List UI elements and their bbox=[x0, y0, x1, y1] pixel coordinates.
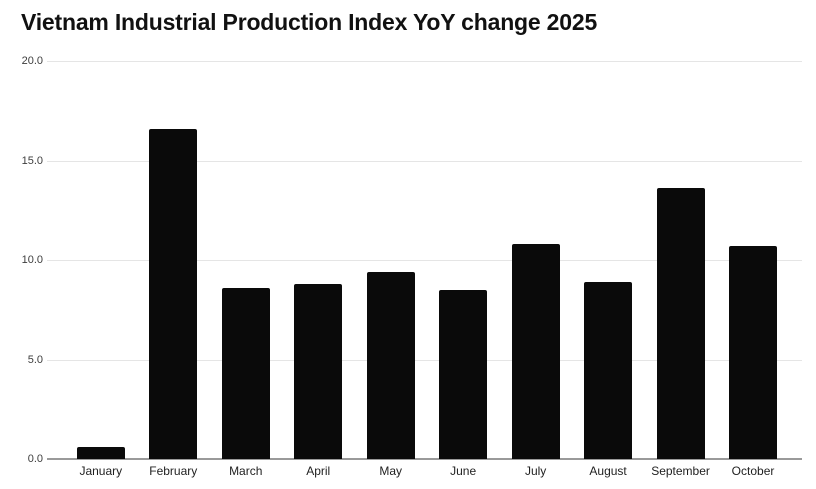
x-tick-label-august: August bbox=[589, 464, 627, 478]
bar-october bbox=[729, 246, 778, 459]
x-tick-label-june: June bbox=[450, 464, 477, 478]
x-tick-label-february: February bbox=[149, 464, 198, 478]
gridline-y5 bbox=[47, 359, 802, 361]
y-tick-label-10.0: 10.0 bbox=[21, 254, 43, 266]
gridline-y15 bbox=[47, 160, 802, 162]
gridline-y20 bbox=[47, 61, 802, 62]
x-tick-label-july: July bbox=[524, 464, 547, 478]
bar-september bbox=[656, 188, 705, 459]
x-axis-line bbox=[47, 458, 802, 460]
bar-august bbox=[584, 281, 633, 459]
x-tick-label-march: March bbox=[229, 464, 263, 478]
bar-june bbox=[439, 289, 488, 459]
chart-title: Vietnam Industrial Production Index YoY … bbox=[21, 9, 598, 35]
x-tick-label-september: September bbox=[651, 464, 710, 478]
bar-february bbox=[149, 128, 198, 459]
x-tick-label-april: April bbox=[306, 464, 331, 478]
bar-april bbox=[294, 283, 343, 459]
x-tick-label-january: January bbox=[79, 464, 123, 478]
bar-march bbox=[221, 287, 270, 459]
y-tick-label-15.0: 15.0 bbox=[21, 154, 43, 167]
gridline-y10 bbox=[47, 260, 802, 261]
y-tick-label-20.0: 20.0 bbox=[21, 55, 43, 67]
y-tick-label-0.0: 0.0 bbox=[27, 453, 43, 465]
x-tick-label-october: October bbox=[731, 464, 775, 478]
bar-july bbox=[511, 244, 560, 459]
x-tick-label-may: May bbox=[379, 464, 402, 478]
bar-january bbox=[76, 447, 125, 459]
bar-may bbox=[366, 271, 415, 459]
y-tick-label-5.0: 5.0 bbox=[27, 353, 43, 366]
